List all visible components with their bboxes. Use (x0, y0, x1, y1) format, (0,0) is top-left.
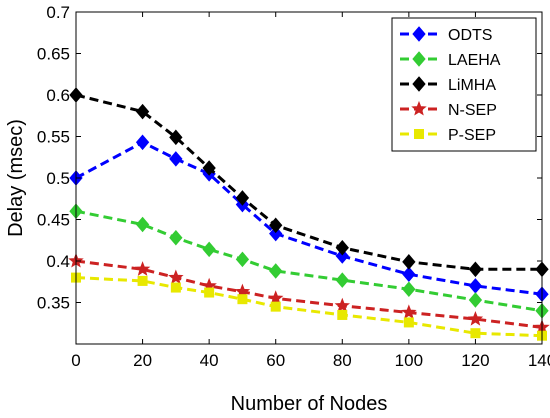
data-point-odts (335, 248, 349, 264)
legend-label-p-sep: P-SEP (448, 127, 496, 144)
data-point-limha (335, 239, 349, 256)
data-point-p-sep (170, 282, 181, 293)
legend: ODTS LAEHA LiMHA N-SEP P-SEP (391, 17, 537, 152)
y-tick-label: 0.65 (37, 45, 70, 64)
y-tick-label: 0.5 (46, 169, 70, 188)
data-point-p-sep (403, 317, 414, 328)
data-point-odts (269, 225, 283, 242)
data-point-odts (402, 266, 416, 283)
legend-marker-p-sep (414, 129, 424, 139)
legend-marker-n-sep (411, 100, 427, 116)
series-line-limha (75, 93, 542, 271)
data-point-p-sep (237, 294, 248, 305)
data-point-limha (235, 190, 250, 206)
data-point-p-sep (337, 309, 348, 320)
data-point-limha (202, 160, 216, 176)
data-point-limha (169, 129, 183, 146)
data-point-limha (402, 254, 416, 270)
x-tick-label: 140 (528, 351, 550, 370)
legend-label-n-sep: N-SEP (448, 102, 497, 119)
data-point-n-sep (467, 310, 484, 326)
data-point-laeha (202, 241, 216, 258)
series-laeha (69, 203, 549, 319)
legend-marker-limha (412, 76, 426, 92)
x-tick-label: 60 (266, 351, 285, 370)
y-axis-label: Delay (msec) (5, 119, 27, 237)
series-line-odts (75, 140, 543, 296)
data-point-n-sep (401, 304, 417, 320)
legend-label-odts: ODTS (448, 27, 492, 44)
data-point-laeha (169, 229, 183, 246)
data-point-p-sep (204, 287, 215, 298)
data-point-limha (269, 217, 283, 234)
axis-layer: 0 20 40 60 80 100 120 140 0.35 0.4 0.45 0.5 0.55 0.6 0… (37, 3, 550, 370)
data-point-laeha (402, 281, 416, 297)
y-tick-label: 0.4 (46, 252, 70, 271)
data-point-n-sep (134, 261, 151, 276)
legend-marker-laeha (412, 51, 426, 67)
x-tick-label: 0 (71, 351, 80, 370)
legend-marker-odts (412, 26, 426, 42)
legend-label-laeha: LAEHA (448, 52, 501, 69)
data-point-limha (135, 103, 150, 120)
data-point-odts (169, 151, 183, 167)
x-tick-label: 120 (461, 351, 489, 370)
x-axis-label: Number of Nodes (231, 393, 388, 415)
data-point-p-sep (470, 328, 481, 339)
data-point-n-sep (334, 297, 350, 313)
series-line-laeha (75, 209, 543, 313)
data-point-laeha (269, 263, 283, 279)
x-tick-label: 80 (333, 351, 352, 370)
data-point-odts (135, 134, 150, 151)
y-tick-label: 0.45 (37, 211, 70, 230)
data-point-laeha (335, 272, 349, 288)
y-tick-label: 0.7 (46, 3, 70, 22)
x-tick-label: 100 (395, 351, 423, 370)
data-point-n-sep (268, 290, 284, 305)
y-tick-label: 0.35 (37, 294, 70, 313)
data-point-limha (468, 261, 483, 278)
series-line-p-sep (75, 276, 543, 338)
data-point-p-sep (137, 275, 148, 286)
data-point-laeha (468, 292, 483, 308)
series-limha (69, 87, 549, 278)
data-point-p-sep (270, 301, 281, 312)
data-point-laeha (135, 216, 150, 233)
y-tick-label: 0.55 (37, 128, 70, 147)
legend-label-limha: LiMHA (448, 77, 496, 94)
x-tick-label: 40 (200, 351, 219, 370)
series-layer (68, 87, 550, 341)
data-point-n-sep (168, 269, 184, 285)
series-line-n-sep (75, 259, 543, 329)
x-tick-label: 20 (133, 351, 152, 370)
y-tick-label: 0.6 (46, 86, 70, 105)
data-point-laeha (235, 251, 250, 268)
series-n-sep (68, 252, 550, 334)
